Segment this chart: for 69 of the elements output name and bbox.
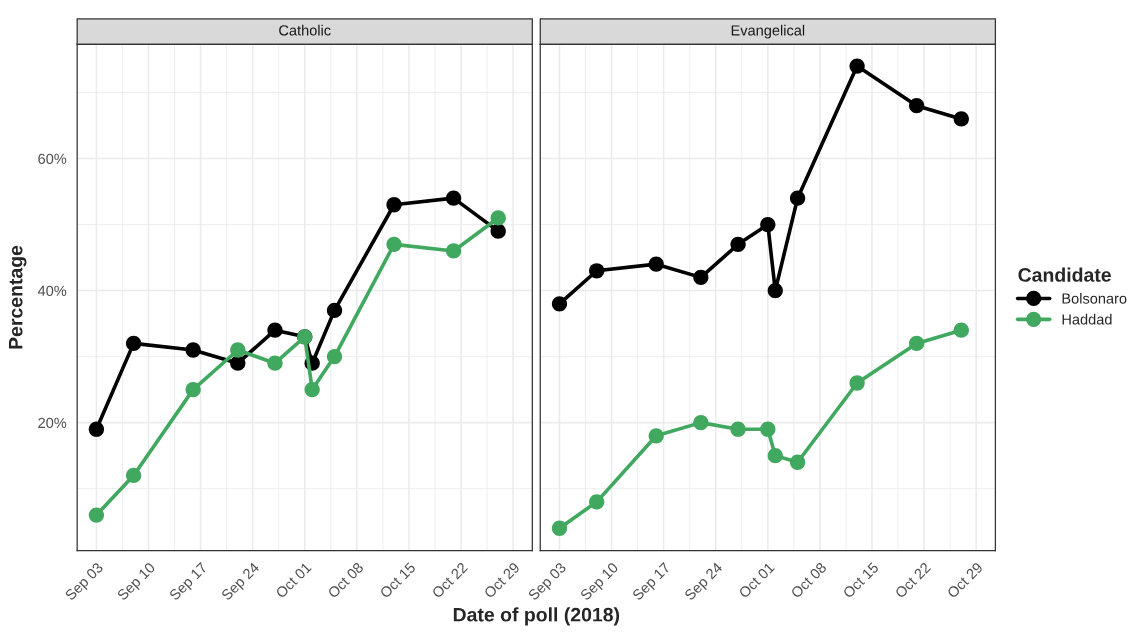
point <box>445 243 462 259</box>
point <box>267 322 283 338</box>
point <box>326 302 343 319</box>
point <box>849 58 865 74</box>
point <box>551 296 568 312</box>
point <box>490 223 506 239</box>
point <box>125 335 142 352</box>
x-tick-label: Oct 22 <box>894 561 932 599</box>
point <box>953 322 969 338</box>
point <box>909 335 925 352</box>
point <box>386 197 402 213</box>
x-tick-label: Oct 15 <box>379 561 417 599</box>
point <box>953 111 969 127</box>
point <box>648 428 664 444</box>
point <box>267 355 283 371</box>
point <box>185 381 201 398</box>
point <box>789 190 806 206</box>
point <box>789 454 806 470</box>
y-tick-label: 40% <box>37 285 67 297</box>
point <box>326 348 343 365</box>
point <box>760 421 776 437</box>
y-tick-label: 20% <box>38 417 67 429</box>
point <box>304 381 320 398</box>
point <box>760 216 776 233</box>
x-tick-label: Sep 10 <box>116 561 158 603</box>
x-tick-label: Sep 03 <box>64 561 106 603</box>
point <box>767 448 783 464</box>
point <box>849 375 865 391</box>
x-tick-label: Oct 01 <box>738 561 775 599</box>
point <box>767 282 783 299</box>
point <box>730 421 746 437</box>
point <box>490 210 506 226</box>
x-tick-label: Sep 03 <box>527 561 569 603</box>
x-tick-label: Sep 17 <box>631 561 673 603</box>
x-tick-label: Oct 08 <box>790 561 828 599</box>
point <box>230 342 246 358</box>
legend-label: Haddad <box>1062 313 1112 325</box>
x-axis-title: Date of poll (2018) <box>453 607 620 626</box>
point <box>386 236 402 252</box>
point <box>648 256 664 272</box>
x-tick-label: Sep 24 <box>683 561 726 603</box>
x-tick-label: Oct 22 <box>431 561 469 599</box>
point <box>909 98 925 114</box>
point <box>88 421 105 437</box>
x-tick-label: Oct 29 <box>946 561 984 599</box>
x-tick-label: Oct 01 <box>275 561 312 599</box>
point <box>693 269 709 286</box>
chart-title: Catholic <box>279 24 331 36</box>
point <box>589 494 605 510</box>
point <box>88 507 105 523</box>
x-tick-label: Oct 15 <box>842 561 880 599</box>
point <box>693 414 709 431</box>
point <box>551 520 568 536</box>
chart-title: Evangelical <box>731 24 805 39</box>
point <box>730 236 746 252</box>
y-tick-label: 60% <box>38 153 67 164</box>
point <box>589 263 605 279</box>
point <box>445 190 462 206</box>
x-tick-label: Sep 10 <box>579 561 621 603</box>
point <box>185 342 201 358</box>
point <box>230 355 246 371</box>
legend-label: Bolsonaro <box>1062 292 1127 304</box>
x-tick-label: Sep 24 <box>220 561 262 603</box>
x-tick-label: Oct 08 <box>327 561 364 599</box>
y-axis-title: Percentage <box>8 245 27 349</box>
x-tick-label: Sep 17 <box>168 561 210 603</box>
x-tick-label: Oct 29 <box>483 561 521 599</box>
legend-title: Candidate <box>1018 267 1111 282</box>
point <box>125 467 142 484</box>
